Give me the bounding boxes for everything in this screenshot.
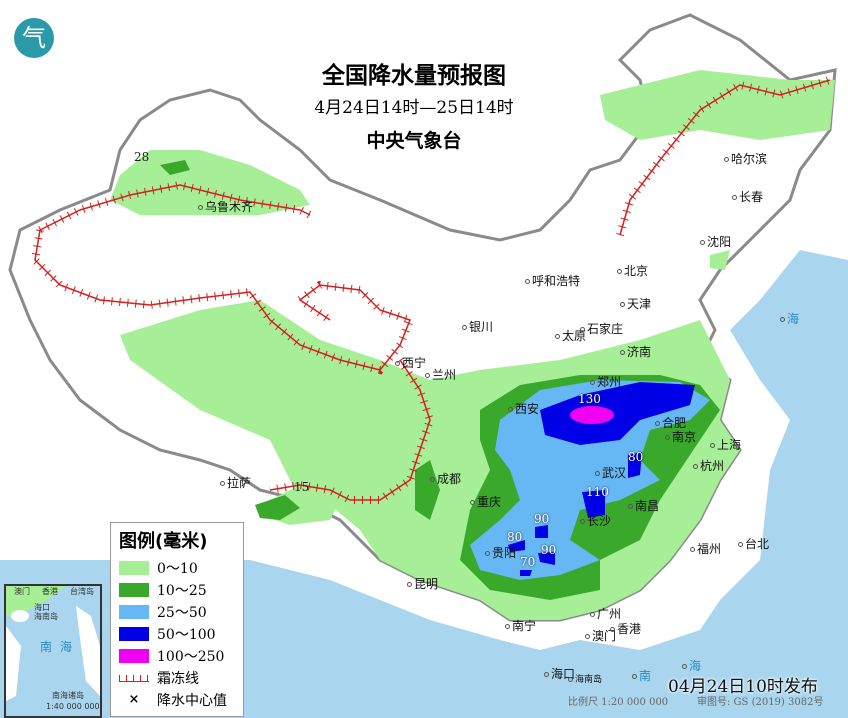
legend-label: 降水中心值 [157,693,227,709]
map-review-number: 审图号: GS (2019) 3082号 [697,697,824,708]
island-label: 海南岛 [568,672,602,685]
legend-swatch [119,561,149,575]
issuer: 中央气象台 [366,130,462,152]
legend-item: 25～50 [119,601,243,623]
legend-title: 图例(毫米) [119,531,208,552]
rain-center-value: 15 [294,480,310,494]
city-label: 合肥 [655,414,686,431]
frost-line-icon [119,674,149,682]
city-label: 北京 [617,262,648,279]
legend-item: 10～25 [119,579,243,601]
city-label: 哈尔滨 [724,150,767,167]
inset-label: 香港 [42,587,58,596]
map-title: 全国降水量预报图 [322,63,506,89]
city-label: 沈阳 [700,233,731,250]
city-label: 呼和浩特 [525,272,580,289]
inset-islands-label: 南海诸岛 [52,691,84,700]
city-label: 武汉 [595,464,626,481]
city-label: 南宁 [505,617,536,634]
legend-item: 50～100 [119,623,243,645]
rain-center-value: 110 [586,485,609,499]
legend-label: 100～250 [157,649,225,665]
city-label: 南京 [665,428,696,445]
rain-center-value: 70 [520,555,536,569]
legend-label: 0～10 [157,561,198,577]
city-label: 福州 [690,540,721,557]
city-label: 长沙 [580,512,611,529]
legend-label: 霜冻线 [157,671,199,687]
x-mark-icon: × [128,692,140,707]
legend-swatch [119,627,149,641]
map-scale: 比例尺 1:20 000 000 [568,697,669,708]
city-label: 乌鲁木齐 [198,198,253,215]
city-label: 贵阳 [485,544,516,561]
city-label: 上海 [710,436,741,453]
city-label: 西安 [508,400,539,417]
publish-time: 04月24日10时发布 [668,677,818,697]
city-label: 拉萨 [220,474,251,491]
city-label: 长春 [732,188,763,205]
city-label: 银川 [462,318,493,335]
inset-sea-label: 南海 [40,640,81,654]
legend-item: 100～250 [119,645,243,667]
sea-label: 南 [632,667,651,684]
rain-100-250 [570,406,614,424]
rain-center-value: 80 [507,530,523,544]
city-label: 西宁 [395,354,426,371]
city-label: 郑州 [590,373,621,390]
rain-center-value: 130 [578,392,601,406]
sea-label: 海 [682,657,701,674]
legend: 图例(毫米) 0～10 10～25 25～50 50～100 100～250 霜… [110,522,244,717]
city-label: 广州 [590,605,621,622]
legend-swatch [119,649,149,663]
legend-label: 10～25 [157,583,207,599]
rain-center-value: 80 [628,450,644,464]
rain-25-50 [470,380,710,580]
city-label: 太原 [555,327,586,344]
city-label: 成都 [430,470,461,487]
legend-item: × 降水中心值 [119,689,243,711]
inset-label: 台湾岛 [70,587,94,596]
legend-item: 霜冻线 [119,667,243,689]
city-label: 昆明 [407,575,438,592]
city-label: 天津 [620,295,651,312]
cma-logo: 气 [14,18,54,58]
city-label: 杭州 [693,457,724,474]
rain-center-value: 90 [534,512,550,526]
rain-center-value: 28 [134,150,150,164]
legend-label: 25～50 [157,605,207,621]
inset-scale: 1:40 000 000 [46,702,100,711]
city-label: 台北 [738,535,769,552]
inset-label: 海口 [34,603,50,612]
legend-label: 50～100 [157,627,216,643]
rain-50-100 [508,382,695,576]
legend-swatch [119,605,149,619]
frost-lines [30,76,832,504]
inset-map [6,586,100,701]
city-label: 香港 [610,620,641,637]
forecast-period: 4月24日14时—25日14时 [314,98,514,118]
city-label: 兰州 [425,366,456,383]
rain-center-value: 90 [541,543,557,557]
legend-item: 0～10 [119,557,243,579]
city-label: 济南 [620,343,651,360]
inset-label: 澳门 [14,587,30,596]
city-label: 石家庄 [580,320,623,337]
city-label: 重庆 [470,493,501,510]
legend-swatch [119,583,149,597]
city-label: 南昌 [628,497,659,514]
inset-label: 海南岛 [34,612,58,621]
south-china-sea-inset: 海口 海南岛 澳门 香港 台湾岛 南海 南海诸岛 1:40 000 000 [4,584,102,718]
sea-label: 海 [780,310,799,327]
